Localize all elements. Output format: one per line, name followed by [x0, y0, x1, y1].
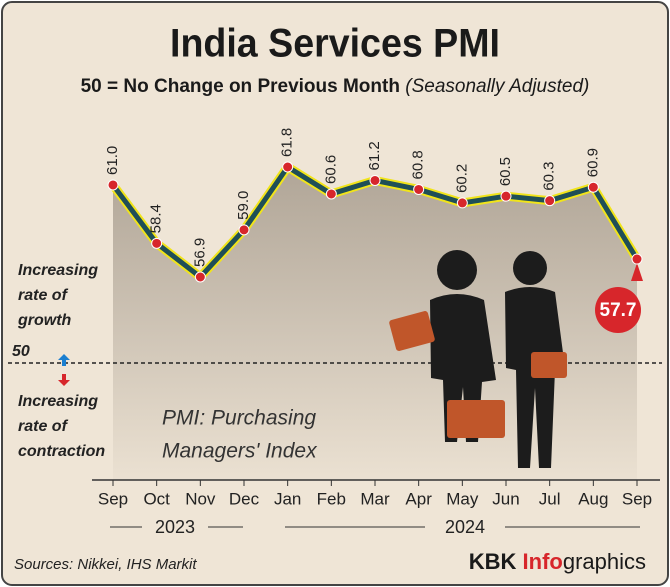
marker — [500, 190, 512, 202]
value-label: 60.3 — [541, 161, 558, 190]
baseline-label: 50 — [12, 343, 30, 360]
callout — [595, 287, 641, 334]
value-label: 60.6 — [322, 155, 339, 184]
x-tick-label: Mar — [360, 489, 390, 508]
area — [113, 167, 637, 480]
growth-label: rate of — [18, 287, 69, 304]
brand-highlight: Info — [523, 549, 563, 574]
x-tick-label: Dec — [229, 489, 260, 508]
brand-rest: graphics — [563, 549, 646, 574]
down-arrow — [58, 374, 70, 386]
value-label: 61.8 — [279, 128, 296, 157]
marker — [544, 195, 556, 207]
brand-first: KBK — [469, 549, 517, 574]
marker — [282, 161, 294, 173]
x-tick-label: Oct — [143, 489, 170, 508]
marker — [194, 271, 206, 283]
note: Managers' Index — [162, 440, 318, 463]
growth-label: growth — [17, 312, 72, 329]
value-label: 56.9 — [191, 238, 208, 267]
chart-subtitle: 50 = No Change on Previous Month (Season… — [81, 76, 590, 97]
marker — [151, 237, 163, 249]
x-tick-label: Apr — [405, 489, 432, 508]
source: Sources: Nikkei, IHS Markit — [14, 556, 197, 573]
marker — [325, 188, 337, 200]
x-tick-label: Feb — [317, 489, 346, 508]
silhouettes — [389, 250, 567, 468]
callout-pointer — [631, 263, 643, 282]
x-tick-label: Sep — [622, 489, 652, 508]
marker — [413, 183, 425, 195]
value-label: 60.9 — [584, 148, 601, 177]
marker — [631, 253, 643, 265]
year-label: 2024 — [445, 517, 485, 537]
value-label: 57.7 — [600, 300, 637, 321]
year-label: 2023 — [155, 517, 195, 537]
value-label: 61.0 — [104, 146, 121, 175]
value-label: 60.8 — [410, 150, 427, 179]
subtitle: 50 = No Change on Previous Month — [81, 76, 400, 97]
value-label: 60.2 — [453, 164, 470, 193]
up-arrow — [58, 354, 70, 366]
marker — [456, 197, 468, 209]
marker — [107, 179, 119, 191]
contraction-label: contraction — [18, 443, 105, 460]
value-label: 58.4 — [148, 204, 165, 233]
marker — [369, 174, 381, 186]
x-tick-label: Sep — [98, 489, 128, 508]
x-tick-label: Jan — [274, 489, 301, 508]
marker — [587, 181, 599, 193]
contraction-label: Increasing — [18, 393, 98, 410]
contraction-label: rate of — [18, 418, 69, 435]
marker — [238, 224, 250, 236]
x-tick-label: Jun — [492, 489, 519, 508]
x-tick-label: Jul — [539, 489, 561, 508]
value-label: 59.0 — [235, 191, 252, 220]
note: PMI: Purchasing — [162, 407, 316, 430]
subtitle-note: (Seasonally Adjusted) — [405, 76, 589, 97]
value-label: 61.2 — [366, 141, 383, 170]
x-tick-label: Aug — [578, 489, 608, 508]
x-tick-label: Nov — [185, 489, 216, 508]
chart-title: India Services PMI — [170, 22, 500, 66]
brand: KBK Infographics — [469, 549, 646, 574]
growth-label: Increasing — [18, 262, 98, 279]
x-tick-label: May — [446, 489, 479, 508]
value-label: 60.5 — [497, 157, 514, 186]
